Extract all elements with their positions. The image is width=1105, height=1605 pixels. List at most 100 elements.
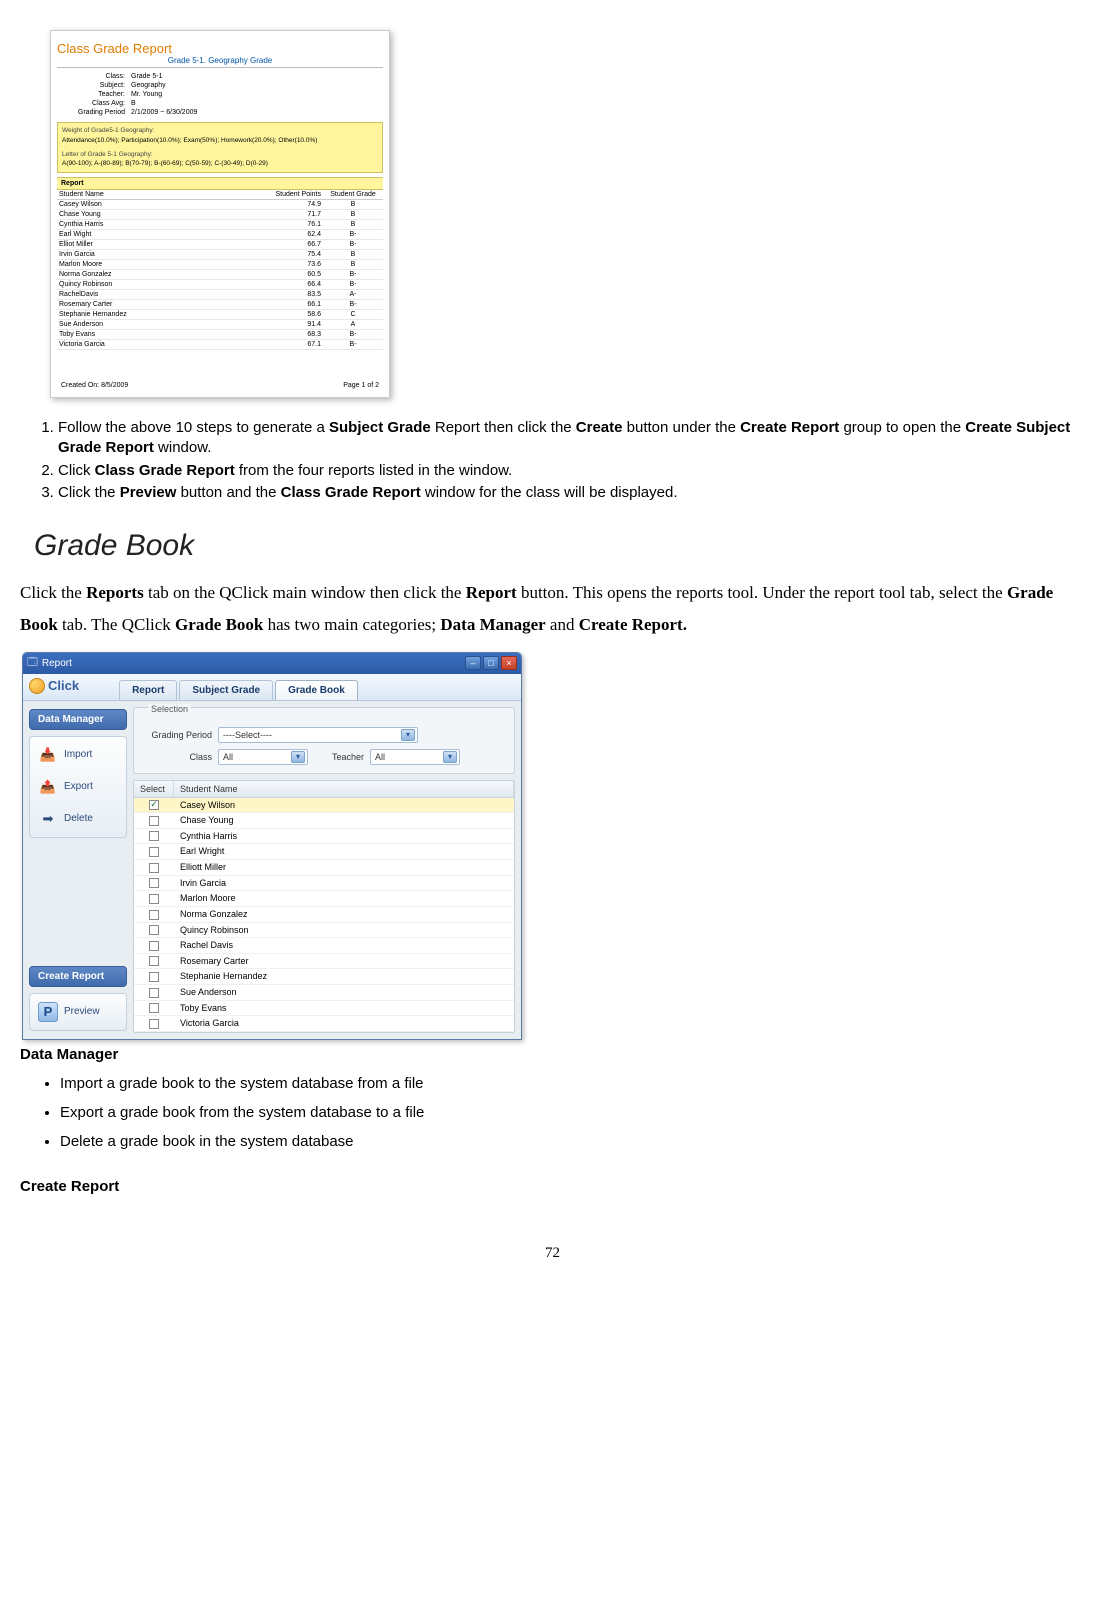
student-name-cell: Cynthia Harris xyxy=(174,829,514,844)
selection-group: Selection Grading Period ----Select---- … xyxy=(133,707,515,774)
tab-grade-book[interactable]: Grade Book xyxy=(275,680,358,700)
close-button[interactable]: × xyxy=(501,656,517,670)
meta-subject-lbl: Subject: xyxy=(65,82,125,89)
row-checkbox[interactable] xyxy=(149,1003,159,1013)
footer-left: Created On: 8/5/2009 xyxy=(61,382,128,389)
report-col: Student Grade xyxy=(323,190,383,200)
data-manager-bullets: Import a grade book to the system databa… xyxy=(36,1075,1085,1150)
minimize-button[interactable]: – xyxy=(465,656,481,670)
list-row[interactable]: Toby Evans xyxy=(134,1001,514,1017)
create-report-panel-hdr: Create Report xyxy=(29,966,127,987)
list-row[interactable]: Earl Wright xyxy=(134,844,514,860)
class-label: Class xyxy=(142,752,212,762)
bullet-item: Delete a grade book in the system databa… xyxy=(60,1133,1085,1150)
list-row[interactable]: Stephanie Hernandez xyxy=(134,969,514,985)
row-checkbox[interactable] xyxy=(149,925,159,935)
row-checkbox[interactable] xyxy=(149,894,159,904)
list-row[interactable]: Elliott Miller xyxy=(134,860,514,876)
data-manager-heading: Data Manager xyxy=(20,1046,1085,1063)
report-table: Student NameStudent PointsStudent Grade … xyxy=(57,190,383,350)
row-checkbox[interactable] xyxy=(149,910,159,920)
tab-subject-grade[interactable]: Subject Grade xyxy=(179,680,273,700)
row-checkbox[interactable] xyxy=(149,972,159,982)
grading-period-value: ----Select---- xyxy=(223,730,272,740)
data-manager-panel: 📥Import 📤 Export ➡Delete xyxy=(29,736,127,838)
list-row[interactable]: Victoria Garcia xyxy=(134,1016,514,1032)
list-row[interactable]: Sue Anderson xyxy=(134,985,514,1001)
row-checkbox[interactable] xyxy=(149,988,159,998)
teacher-label: Teacher xyxy=(314,752,364,762)
student-name-cell: Victoria Garcia xyxy=(174,1016,514,1031)
logo-orb-icon xyxy=(29,678,45,694)
row-checkbox[interactable] xyxy=(149,863,159,873)
maximize-button[interactable]: □ xyxy=(483,656,499,670)
section-heading: Grade Book xyxy=(34,529,1085,563)
report-row: Earl Wight62.4B- xyxy=(57,230,383,240)
sidebar-item-label: Delete xyxy=(64,813,93,824)
class-dropdown[interactable]: All ▾ xyxy=(218,749,308,765)
chevron-down-icon: ▾ xyxy=(291,751,305,763)
footer-right: Page 1 of 2 xyxy=(343,382,379,389)
list-row[interactable]: Cynthia Harris xyxy=(134,829,514,845)
data-manager-panel-hdr: Data Manager xyxy=(29,709,127,730)
weight-box: Weight of Grade5-1 Geography: Attendance… xyxy=(57,122,383,173)
export-icon: 📤 xyxy=(38,777,58,797)
student-name-cell: Marlon Moore xyxy=(174,891,514,906)
list-row[interactable]: Rachel Davis xyxy=(134,938,514,954)
sidebar-item-export[interactable]: 📤 Export xyxy=(34,775,122,799)
meta-teacher-lbl: Teacher: xyxy=(65,91,125,98)
qclick-window-screenshot: 🗔 Report – □ × Click ReportSubject Grade… xyxy=(22,652,522,1040)
row-checkbox[interactable] xyxy=(149,878,159,888)
row-checkbox[interactable] xyxy=(149,816,159,826)
list-row[interactable]: Chase Young xyxy=(134,813,514,829)
report-col: Student Name xyxy=(57,190,263,200)
sidebar-item-label: Preview xyxy=(64,1006,100,1017)
row-checkbox[interactable] xyxy=(149,1019,159,1029)
student-name-cell: Casey Wilson xyxy=(174,798,514,813)
sidebar-item-preview[interactable]: P Preview xyxy=(34,1000,122,1024)
logo-text: Click xyxy=(48,678,79,693)
row-checkbox[interactable] xyxy=(149,956,159,966)
sidebar-item-delete[interactable]: ➡Delete xyxy=(34,807,122,831)
bullet-item: Export a grade book from the system data… xyxy=(60,1104,1085,1121)
row-checkbox[interactable] xyxy=(149,831,159,841)
titlebar-icon: 🗔 xyxy=(27,655,38,672)
row-checkbox[interactable] xyxy=(149,800,159,810)
weight-hdr: Weight of Grade5-1 Geography: xyxy=(62,126,378,136)
list-row[interactable]: Quincy Robinson xyxy=(134,923,514,939)
sidebar-item-import[interactable]: 📥Import xyxy=(34,743,122,767)
chevron-down-icon: ▾ xyxy=(401,729,415,741)
list-row[interactable]: Rosemary Carter xyxy=(134,954,514,970)
import-icon: 📥 xyxy=(38,745,58,765)
student-name-cell: Toby Evans xyxy=(174,1001,514,1016)
sidebar-item-label: Export xyxy=(64,781,93,792)
preview-icon: P xyxy=(38,1002,58,1022)
list-row[interactable]: Irvin Garcia xyxy=(134,876,514,892)
student-name-cell: Rosemary Carter xyxy=(174,954,514,969)
tab-report[interactable]: Report xyxy=(119,680,177,700)
student-name-cell: Sue Anderson xyxy=(174,985,514,1000)
create-report-heading: Create Report xyxy=(20,1178,1085,1195)
chevron-down-icon: ▾ xyxy=(443,751,457,763)
grading-period-dropdown[interactable]: ----Select---- ▾ xyxy=(218,727,418,743)
meta-avg-val: B xyxy=(131,100,383,107)
main-tabs: ReportSubject GradeGrade Book xyxy=(119,680,358,700)
report-row: Norma Gonzalez60.5B- xyxy=(57,270,383,280)
meta-class-lbl: Class: xyxy=(65,73,125,80)
step-3: Click the Preview button and the Class G… xyxy=(58,483,1085,503)
row-checkbox[interactable] xyxy=(149,941,159,951)
report-row: Sue Anderson91.4A xyxy=(57,320,383,330)
meta-subject-val: Geography xyxy=(131,82,383,89)
header-strip: Click ReportSubject GradeGrade Book xyxy=(23,674,521,701)
intro-paragraph: Click the Reports tab on the QClick main… xyxy=(20,577,1085,642)
teacher-dropdown[interactable]: All ▾ xyxy=(370,749,460,765)
meta-teacher-val: Mr. Young xyxy=(131,91,383,98)
list-row[interactable]: Marlon Moore xyxy=(134,891,514,907)
list-row[interactable]: Casey Wilson xyxy=(134,798,514,814)
report-row: Toby Evans68.3B- xyxy=(57,330,383,340)
row-checkbox[interactable] xyxy=(149,847,159,857)
page-number: 72 xyxy=(20,1245,1085,1262)
qclick-logo: Click xyxy=(29,678,79,700)
list-row[interactable]: Norma Gonzalez xyxy=(134,907,514,923)
weight-body: Attendance(10.0%); Participation(10.0%);… xyxy=(62,136,378,146)
